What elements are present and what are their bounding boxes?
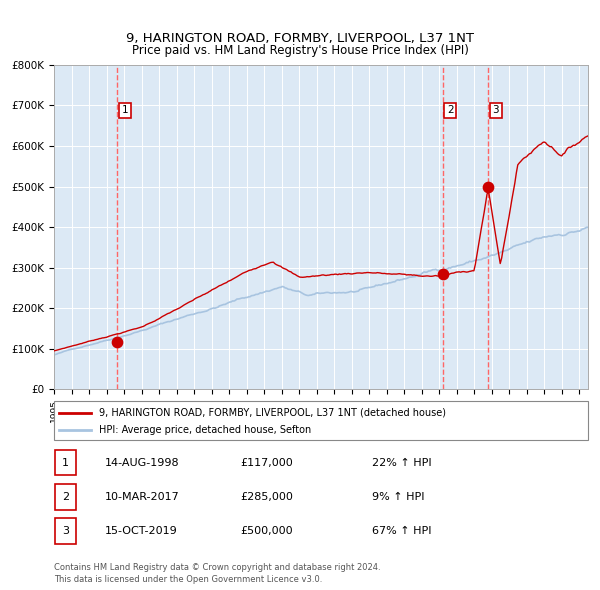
Text: 9% ↑ HPI: 9% ↑ HPI [372, 492, 425, 502]
Point [113, 337, 122, 347]
FancyBboxPatch shape [55, 518, 76, 544]
FancyBboxPatch shape [55, 484, 76, 510]
FancyBboxPatch shape [54, 401, 588, 440]
Text: HPI: Average price, detached house, Sefton: HPI: Average price, detached house, Seft… [100, 425, 311, 435]
Text: £285,000: £285,000 [240, 492, 293, 502]
Text: 1: 1 [62, 458, 69, 467]
Point [438, 269, 448, 278]
Text: £117,000: £117,000 [240, 458, 293, 467]
Text: 22% ↑ HPI: 22% ↑ HPI [372, 458, 431, 467]
Text: Contains HM Land Registry data © Crown copyright and database right 2024.
This d: Contains HM Land Registry data © Crown c… [54, 563, 380, 584]
Text: 2: 2 [62, 492, 69, 502]
Text: 1: 1 [122, 106, 128, 115]
Text: 67% ↑ HPI: 67% ↑ HPI [372, 526, 431, 536]
Text: 15-OCT-2019: 15-OCT-2019 [105, 526, 178, 536]
Text: 14-AUG-1998: 14-AUG-1998 [105, 458, 179, 467]
Text: 3: 3 [493, 106, 499, 115]
Text: 9, HARINGTON ROAD, FORMBY, LIVERPOOL, L37 1NT (detached house): 9, HARINGTON ROAD, FORMBY, LIVERPOOL, L3… [100, 408, 446, 418]
Point [483, 182, 493, 191]
FancyBboxPatch shape [55, 450, 76, 476]
Text: Price paid vs. HM Land Registry's House Price Index (HPI): Price paid vs. HM Land Registry's House … [131, 44, 469, 57]
Text: 9, HARINGTON ROAD, FORMBY, LIVERPOOL, L37 1NT: 9, HARINGTON ROAD, FORMBY, LIVERPOOL, L3… [126, 32, 474, 45]
Text: 10-MAR-2017: 10-MAR-2017 [105, 492, 180, 502]
Text: 2: 2 [447, 106, 454, 115]
Text: £500,000: £500,000 [240, 526, 293, 536]
Text: 3: 3 [62, 526, 69, 536]
